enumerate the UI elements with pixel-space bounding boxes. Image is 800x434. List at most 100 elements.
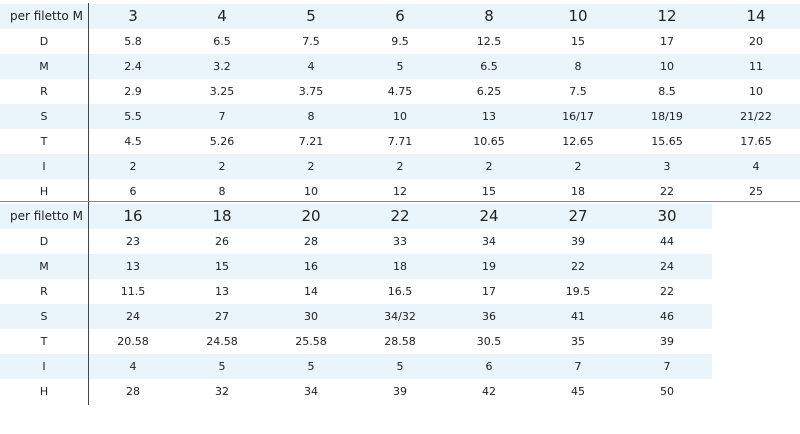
value-cell: 6.25 — [476, 85, 502, 98]
value-cell: 19 — [482, 260, 496, 273]
value-cell: 35 — [571, 335, 585, 348]
value-cell: 3.75 — [298, 85, 324, 98]
row-label: H — [39, 385, 49, 398]
value-cell: 34 — [482, 235, 496, 248]
value-cell: 4 — [129, 360, 137, 373]
value-cell: 7.21 — [298, 135, 324, 148]
row-label: R — [40, 85, 48, 98]
row-label: I — [42, 360, 46, 373]
header-band — [0, 204, 712, 229]
value-cell: 6 — [485, 360, 493, 373]
row-label: R — [40, 285, 48, 298]
value-cell: 5.26 — [209, 135, 235, 148]
header-label: per filetto M — [10, 9, 83, 23]
column-header: 22 — [390, 207, 410, 225]
value-cell: 32 — [215, 385, 229, 398]
value-cell: 50 — [660, 385, 674, 398]
row-band — [0, 254, 712, 279]
value-cell: 16.5 — [387, 285, 413, 298]
row-label: T — [40, 335, 48, 348]
value-cell: 12.65 — [562, 135, 594, 148]
value-cell: 15 — [482, 185, 496, 198]
column-header: 16 — [123, 207, 143, 225]
column-header: 27 — [568, 207, 588, 225]
row-label: D — [39, 35, 49, 48]
value-cell: 33 — [393, 235, 407, 248]
value-cell: 13 — [482, 110, 496, 123]
row-label: S — [40, 310, 48, 323]
value-cell: 28 — [304, 235, 318, 248]
value-cell: 24.58 — [206, 335, 238, 348]
value-cell: 7 — [663, 360, 671, 373]
value-cell: 10 — [304, 185, 318, 198]
value-cell: 3.25 — [209, 85, 235, 98]
value-cell: 27 — [215, 310, 229, 323]
value-cell: 7 — [574, 360, 582, 373]
value-cell: 16/17 — [562, 110, 594, 123]
value-cell: 4.5 — [124, 135, 142, 148]
value-cell: 2.9 — [124, 85, 142, 98]
value-cell: 9.5 — [391, 35, 409, 48]
value-cell: 5 — [396, 60, 404, 73]
column-divider — [88, 3, 89, 205]
value-cell: 22 — [660, 285, 674, 298]
value-cell: 44 — [660, 235, 674, 248]
value-cell: 2 — [218, 160, 226, 173]
value-cell: 34 — [304, 385, 318, 398]
column-header: 20 — [301, 207, 321, 225]
column-header: 12 — [657, 7, 677, 25]
header-label: per filetto M — [10, 209, 83, 223]
value-cell: 4 — [752, 160, 760, 173]
value-cell: 45 — [571, 385, 585, 398]
value-cell: 10 — [749, 85, 763, 98]
row-band — [0, 154, 800, 179]
value-cell: 14 — [304, 285, 318, 298]
value-cell: 11 — [749, 60, 763, 73]
column-header: 3 — [128, 7, 138, 25]
row-label: M — [39, 60, 49, 73]
value-cell: 2 — [307, 160, 315, 173]
column-header: 30 — [657, 207, 677, 225]
value-cell: 34/32 — [384, 310, 416, 323]
value-cell: 8.5 — [658, 85, 676, 98]
row-band — [0, 354, 712, 379]
value-cell: 7.5 — [569, 85, 587, 98]
row-label: M — [39, 260, 49, 273]
value-cell: 7.5 — [302, 35, 320, 48]
row-band — [0, 304, 712, 329]
value-cell: 39 — [660, 335, 674, 348]
value-cell: 41 — [571, 310, 585, 323]
value-cell: 3 — [663, 160, 671, 173]
column-header: 6 — [395, 7, 405, 25]
value-cell: 2 — [129, 160, 137, 173]
value-cell: 24 — [126, 310, 140, 323]
value-cell: 4.75 — [387, 85, 413, 98]
value-cell: 8 — [574, 60, 582, 73]
value-cell: 6 — [129, 185, 137, 198]
value-cell: 39 — [571, 235, 585, 248]
value-cell: 19.5 — [565, 285, 591, 298]
row-band — [0, 104, 800, 129]
value-cell: 42 — [482, 385, 496, 398]
row-label: I — [42, 160, 46, 173]
value-cell: 16 — [304, 260, 318, 273]
row-label: S — [40, 110, 48, 123]
value-cell: 12 — [393, 185, 407, 198]
value-cell: 5 — [307, 360, 315, 373]
row-label: H — [39, 185, 49, 198]
value-cell: 10 — [393, 110, 407, 123]
value-cell: 22 — [660, 185, 674, 198]
value-cell: 20 — [749, 35, 763, 48]
column-header: 5 — [306, 7, 316, 25]
value-cell: 8 — [218, 185, 226, 198]
value-cell: 18/19 — [651, 110, 683, 123]
value-cell: 5 — [218, 360, 226, 373]
value-cell: 13 — [215, 285, 229, 298]
value-cell: 28 — [126, 385, 140, 398]
value-cell: 2 — [485, 160, 493, 173]
value-cell: 6.5 — [213, 35, 231, 48]
value-cell: 3.2 — [213, 60, 231, 73]
value-cell: 30.5 — [476, 335, 502, 348]
value-cell: 5 — [396, 360, 404, 373]
